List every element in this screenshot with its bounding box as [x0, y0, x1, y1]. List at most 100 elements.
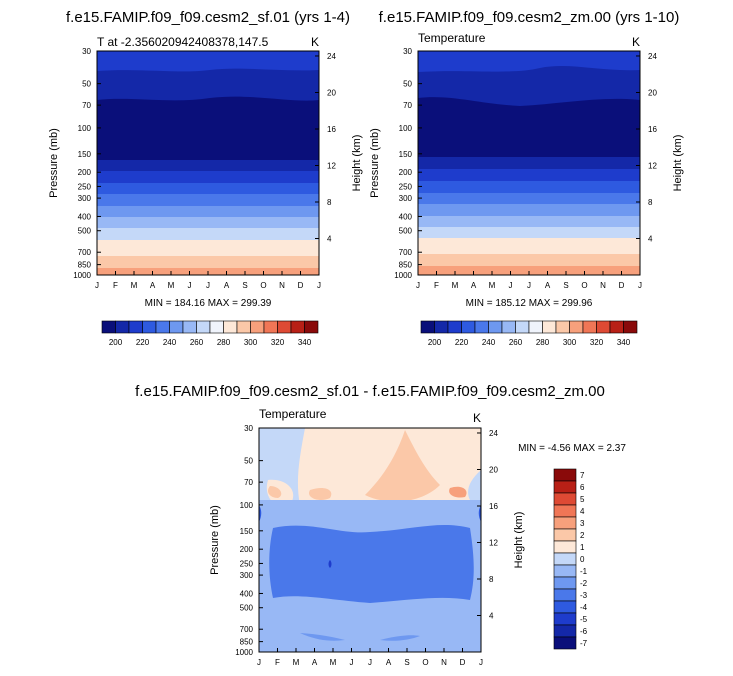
colorbar-swatch — [169, 320, 184, 334]
panel-zm00-subtitle: Temperature — [418, 31, 486, 45]
y-tick-label: 30 — [82, 47, 91, 56]
y-right-tick-label: 20 — [489, 465, 498, 474]
y-right-tick-label: 4 — [327, 234, 332, 243]
y-right-tick-label: 24 — [489, 429, 498, 438]
colorbar-swatch — [209, 320, 224, 334]
x-tick-label: J — [638, 281, 642, 290]
x-tick-label: J — [350, 658, 354, 667]
colorbar-label: 320 — [271, 338, 285, 347]
y-right-tick-label: 20 — [648, 88, 657, 97]
y-tick-label: 250 — [78, 182, 92, 191]
colorbar-label: 280 — [536, 338, 550, 347]
colorbar-swatch — [553, 552, 577, 566]
colorbar-swatch — [196, 320, 211, 334]
y-tick-label: 50 — [403, 80, 412, 89]
x-tick-label: S — [563, 281, 568, 290]
colorbar-label: 220 — [136, 338, 150, 347]
colorbar-swatch — [488, 320, 503, 334]
x-tick-label: M — [168, 281, 175, 290]
y-right-tick-label: 12 — [489, 538, 498, 547]
x-tick-label: N — [600, 281, 606, 290]
x-tick-label: J — [509, 281, 513, 290]
colorbar-label: 220 — [455, 338, 469, 347]
colorbar-swatch — [304, 320, 319, 334]
y-tick-label: 850 — [399, 261, 413, 270]
y-tick-label: 500 — [78, 227, 92, 236]
y-tick-label: 700 — [399, 248, 413, 257]
panel-diff-units: K — [473, 411, 481, 425]
x-tick-label: A — [224, 281, 230, 290]
panel-sf01-axes: J F M A M J J A S O N D J 30 50 70 100 150 200 250 300 400 500… — [73, 47, 336, 290]
x-tick-label: J — [479, 658, 483, 667]
colorbar-swatch — [542, 320, 557, 334]
colorbar-swatch — [553, 564, 577, 578]
colorbar-swatch — [596, 320, 611, 334]
colorbar-swatch — [553, 624, 577, 638]
y-tick-label: 200 — [399, 168, 413, 177]
colorbar-swatch — [515, 320, 530, 334]
y-tick-label: 850 — [240, 638, 254, 647]
colorbar-swatch — [128, 320, 143, 334]
x-tick-label: F — [275, 658, 280, 667]
x-tick-label: M — [452, 281, 459, 290]
colorbar-swatch — [263, 320, 278, 334]
panel-diff-ylabel-right: Height (km) — [513, 512, 525, 569]
panel-diff-colorbar: 7 6 5 4 3 2 1 0 -1 -2 -3 -4 -5 -6 -7 — [553, 468, 588, 650]
colorbar-label: 260 — [190, 338, 204, 347]
y-tick-label: 70 — [403, 101, 412, 110]
x-tick-label: J — [416, 281, 420, 290]
colorbar-swatch — [142, 320, 157, 334]
colorbar-swatch — [553, 540, 577, 554]
y-right-tick-label: 8 — [648, 198, 653, 207]
x-tick-label: S — [242, 281, 247, 290]
y-right-tick-label: 16 — [648, 125, 657, 134]
colorbar-swatch — [553, 468, 577, 482]
colorbar-swatch — [609, 320, 624, 334]
x-tick-label: F — [434, 281, 439, 290]
colorbar-label: 2 — [580, 531, 585, 540]
colorbar-swatch — [223, 320, 238, 334]
x-tick-label: M — [330, 658, 337, 667]
panel-sf01-title: f.e15.FAMIP.f09_f09.cesm2_sf.01 (yrs 1-4… — [66, 9, 350, 26]
colorbar-label: 240 — [482, 338, 496, 347]
colorbar-label: -1 — [580, 567, 588, 576]
x-tick-label: J — [257, 658, 261, 667]
colorbar-swatch — [555, 320, 570, 334]
y-right-tick-label: 24 — [648, 52, 657, 61]
panel-diff-ylabel: Pressure (mb) — [209, 505, 221, 575]
y-tick-label: 400 — [78, 212, 92, 221]
colorbar-label: 5 — [580, 495, 585, 504]
colorbar-swatch — [115, 320, 130, 334]
y-right-tick-label: 12 — [648, 161, 657, 170]
colorbar-label: -7 — [580, 639, 588, 648]
y-right-tick-label: 8 — [489, 575, 494, 584]
panel-zm00-ylabel: Pressure (mb) — [369, 128, 381, 198]
y-right-tick-label: 4 — [648, 234, 653, 243]
colorbar-label: -2 — [580, 579, 588, 588]
colorbar-swatch — [553, 612, 577, 626]
panel-sf01-contour-field — [97, 51, 319, 275]
colorbar-swatch — [501, 320, 516, 334]
x-tick-label: M — [489, 281, 496, 290]
x-tick-label: M — [293, 658, 300, 667]
colorbar-label: 0 — [580, 555, 585, 564]
colorbar-swatch — [155, 320, 170, 334]
y-tick-label: 500 — [399, 227, 413, 236]
colorbar-swatch — [101, 320, 116, 334]
y-tick-label: 250 — [240, 559, 254, 568]
x-tick-label: A — [150, 281, 156, 290]
colorbar-label: -5 — [580, 615, 588, 624]
y-right-tick-label: 12 — [327, 161, 336, 170]
x-tick-label: A — [545, 281, 551, 290]
x-tick-label: J — [206, 281, 210, 290]
panel-zm00-ylabel-right: Height (km) — [672, 135, 684, 192]
panel-zm00-stats: MIN = 185.12 MAX = 299.96 — [466, 298, 593, 309]
colorbar-swatch — [250, 320, 265, 334]
panel-sf01-stats: MIN = 184.16 MAX = 299.39 — [145, 298, 272, 309]
y-tick-label: 100 — [78, 124, 92, 133]
y-tick-label: 700 — [240, 625, 254, 634]
colorbar-label: 240 — [163, 338, 177, 347]
x-tick-label: D — [460, 658, 466, 667]
y-right-tick-label: 20 — [327, 88, 336, 97]
y-tick-label: 50 — [82, 80, 91, 89]
